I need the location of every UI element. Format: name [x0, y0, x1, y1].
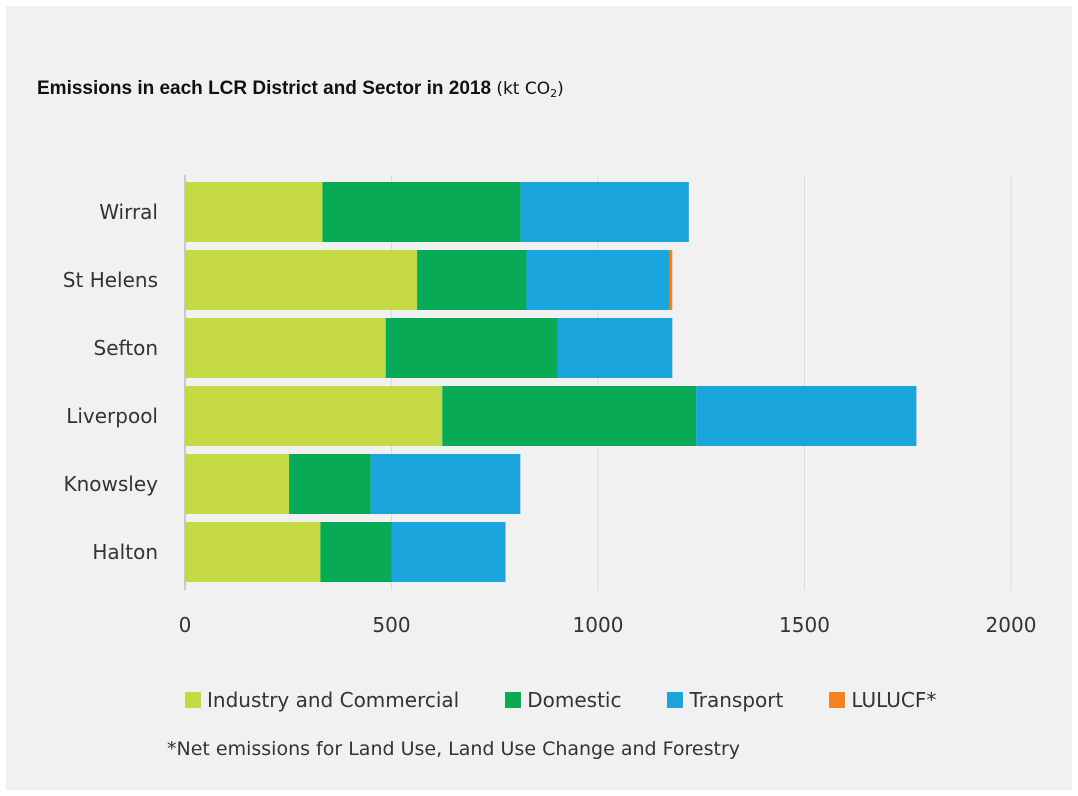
legend-item-industry: Industry and Commercial	[185, 688, 459, 712]
tick-label-500: 500	[372, 613, 410, 637]
chart-title-unit-suffix: )	[557, 79, 564, 99]
bar-sefton-transport	[557, 318, 673, 378]
category-labels: Wirral St Helens Sefton Liverpool Knowsley Ha…	[63, 200, 158, 564]
chart-title-unit-prefix: (kt CO	[496, 79, 551, 99]
chart-title-unit: (kt CO2)	[496, 79, 564, 100]
legend-label-domestic: Domestic	[527, 688, 622, 712]
bar-liverpool-domestic	[442, 386, 697, 446]
category-label-liverpool: Liverpool	[66, 404, 158, 428]
legend-item-lulucf: LULUCF*	[829, 688, 936, 712]
tick-labels: 0 500 1000 1500 2000	[179, 613, 1037, 637]
bar-halton-domestic	[320, 522, 392, 582]
chart-title-main: Emissions in each LCR District and Secto…	[37, 78, 492, 99]
bar-wirral-transport	[520, 182, 689, 242]
bar-knowsley-domestic	[289, 454, 371, 514]
category-label-st-helens: St Helens	[63, 268, 158, 292]
bar-sefton-domestic	[385, 318, 558, 378]
gridlines	[391, 175, 1012, 590]
tick-label-2000: 2000	[986, 613, 1037, 637]
bar-liverpool-industry-and-commercial	[185, 386, 443, 446]
tick-label-1500: 1500	[779, 613, 830, 637]
legend: Industry and Commercial Domestic Transpo…	[185, 687, 936, 713]
legend-swatch-industry	[185, 692, 201, 708]
legend-label-transport: Transport	[689, 688, 784, 712]
legend-swatch-lulucf	[829, 692, 846, 708]
legend-swatch-domestic	[505, 692, 522, 708]
legend-label-industry: Industry and Commercial	[207, 688, 460, 712]
bars	[185, 182, 917, 582]
category-label-wirral: Wirral	[99, 200, 158, 224]
bar-knowsley-transport	[370, 454, 521, 514]
bar-st-helens-transport	[526, 250, 670, 310]
tick-label-0: 0	[179, 613, 192, 637]
bar-halton-transport	[391, 522, 506, 582]
category-label-knowsley: Knowsley	[63, 472, 158, 496]
bar-knowsley-industry-and-commercial	[185, 454, 290, 514]
bar-halton-industry-and-commercial	[185, 522, 321, 582]
category-label-halton: Halton	[92, 540, 158, 564]
chart-title-unit-subscript: 2	[550, 87, 558, 100]
category-label-sefton: Sefton	[94, 336, 158, 360]
chart-title: Emissions in each LCR District and Secto…	[37, 78, 564, 100]
legend-label-lulucf: LULUCF*	[851, 688, 937, 712]
bar-st-helens-lulucf	[669, 250, 673, 310]
bar-st-helens-industry-and-commercial	[185, 250, 418, 310]
tick-label-1000: 1000	[573, 613, 624, 637]
bar-st-helens-domestic	[417, 250, 527, 310]
legend-item-transport: Transport	[667, 688, 783, 712]
bar-sefton-industry-and-commercial	[185, 318, 386, 378]
legend-swatch-transport	[667, 692, 684, 708]
legend-item-domestic: Domestic	[505, 688, 621, 712]
bar-liverpool-transport	[696, 386, 917, 446]
bar-wirral-industry-and-commercial	[185, 182, 323, 242]
footnote: *Net emissions for Land Use, Land Use Ch…	[167, 738, 740, 760]
bar-wirral-domestic	[322, 182, 521, 242]
